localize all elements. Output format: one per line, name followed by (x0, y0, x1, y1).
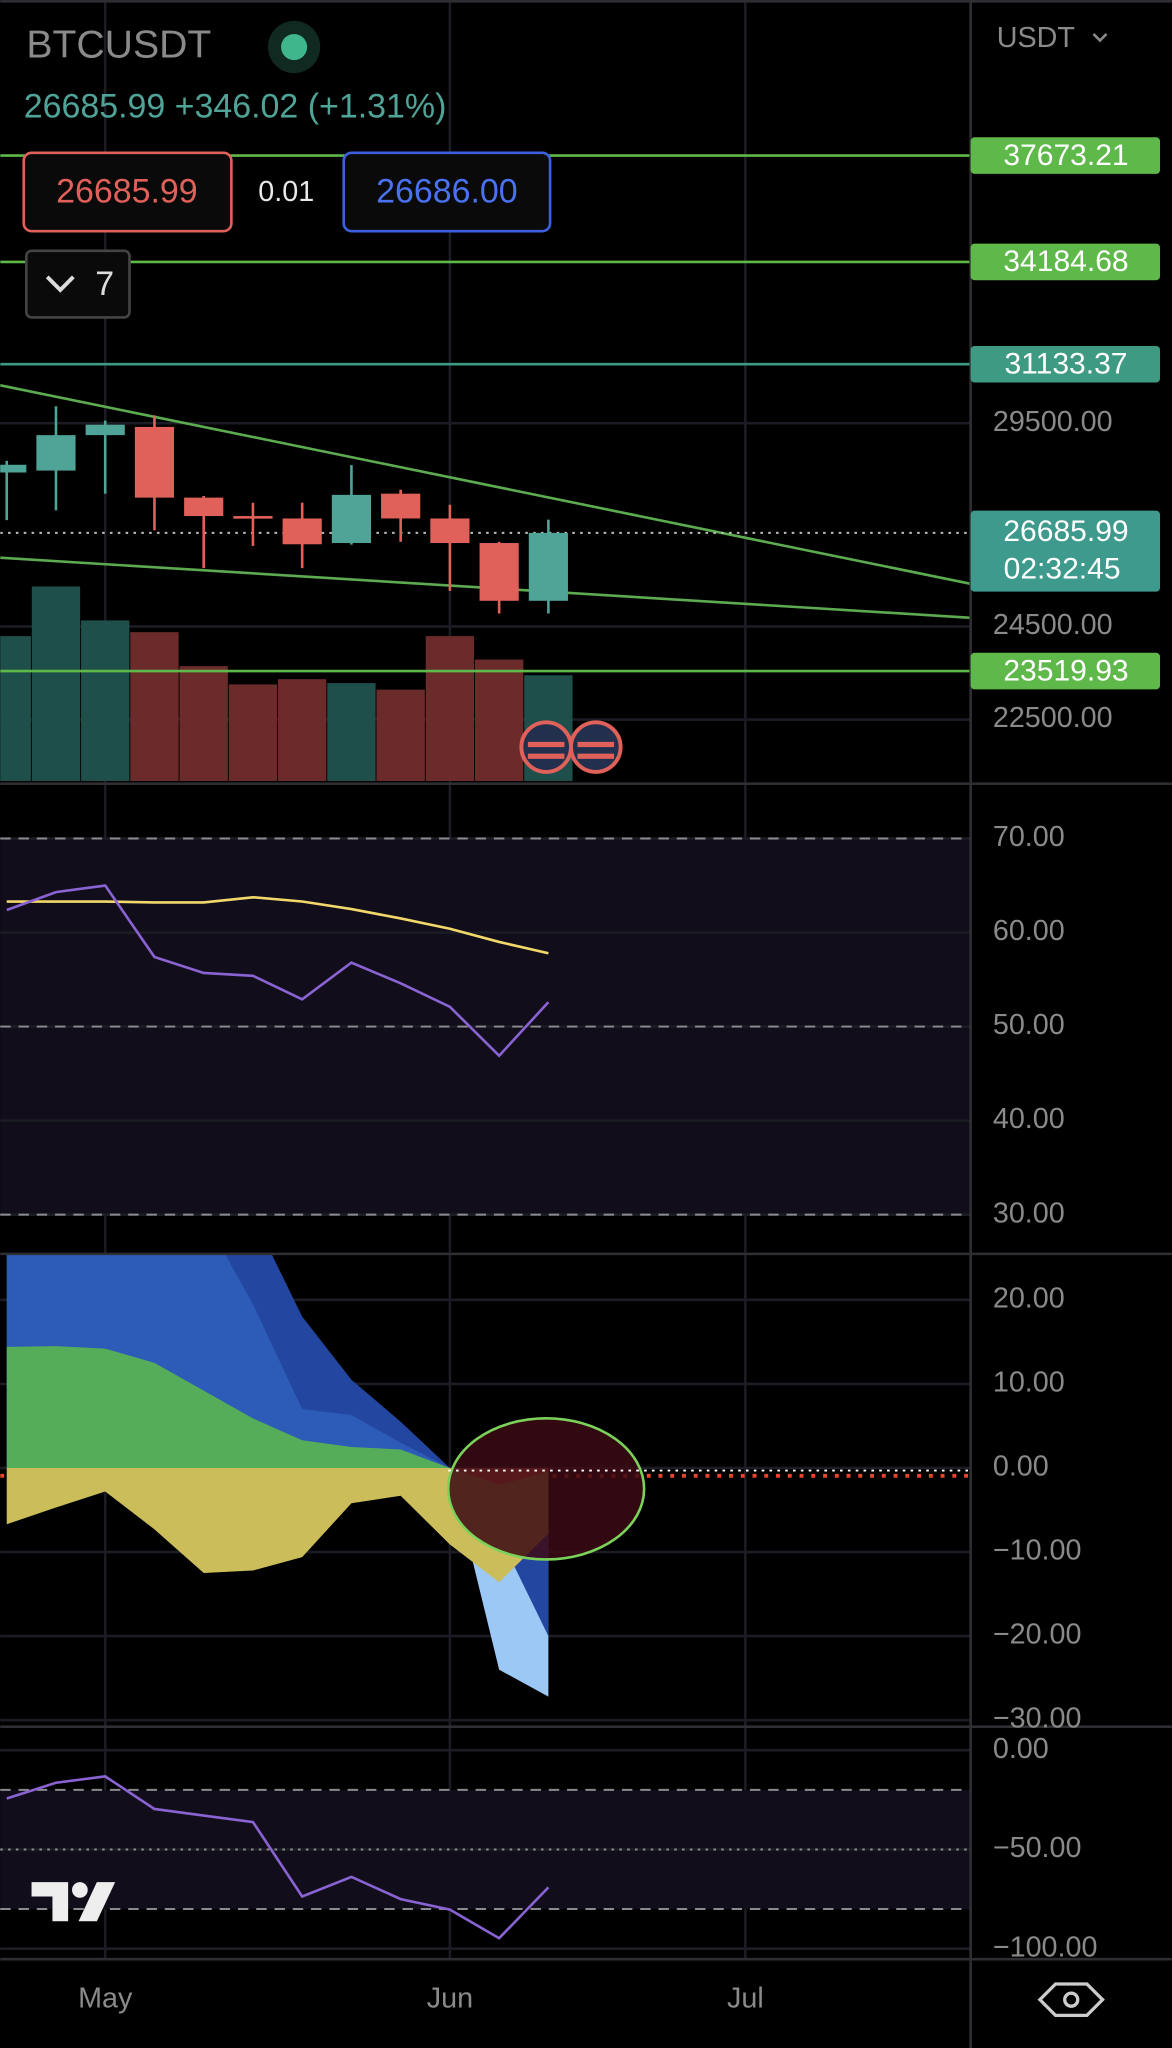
level-label-box (970, 137, 1161, 174)
countdown: 02:32:45 (1004, 553, 1121, 586)
chevron-icon (45, 275, 75, 293)
flag-stripe (527, 741, 565, 748)
level-label: 34184.68 (1003, 245, 1128, 278)
level-label: 31133.37 (1004, 347, 1127, 380)
volume-bar (81, 620, 130, 782)
candle-body (381, 493, 421, 519)
sell-button[interactable] (22, 151, 233, 233)
y-tick-label: −30.00 (993, 1703, 1082, 1735)
currency-chevron (1092, 33, 1108, 43)
logo-part (78, 1882, 116, 1922)
currency[interactable]: USDT (997, 22, 1075, 54)
y-tick-label: 40.00 (993, 1103, 1065, 1135)
y-tick-label: −10.00 (993, 1535, 1082, 1567)
y-tick-label: 22500.00 (993, 702, 1113, 734)
last-price-label: 26685.99 (1003, 515, 1128, 548)
logo-part (72, 1882, 88, 1898)
buy-button[interactable] (342, 151, 552, 233)
y-tick-label: 29500.00 (993, 406, 1113, 438)
panel (0, 1253, 971, 1697)
event-flags[interactable] (519, 720, 623, 774)
buy-price: 26686.00 (376, 172, 518, 210)
flag-stripe (577, 741, 615, 748)
last-price-box (970, 510, 1161, 592)
volume-bar (31, 586, 81, 782)
tradingview-logo (31, 1882, 116, 1922)
x-tick-label: Jul (727, 1982, 764, 2014)
header: BTCUSDT 26685.99 +346.02 (+1.31%) 26685.… (22, 20, 1108, 2017)
candle-body (134, 426, 175, 498)
y-tick-label: 60.00 (993, 915, 1065, 947)
volume-bar (130, 632, 179, 782)
volume-bar (0, 636, 31, 782)
y-tick-label: −50.00 (993, 1832, 1082, 1864)
y-tick-label: 70.00 (993, 821, 1065, 853)
y-tick-label: 10.00 (993, 1367, 1065, 1399)
indicator-area (6, 1467, 549, 1583)
x-tick-label: May (78, 1982, 133, 2014)
candle-body (528, 532, 568, 601)
volume-bar (228, 684, 278, 782)
level-label-box (970, 243, 1161, 281)
indicator-line (6, 884, 550, 1058)
indicators-toggle[interactable] (25, 249, 131, 319)
y-tick-label: 24500.00 (993, 609, 1113, 641)
y-tick-label: −20.00 (993, 1619, 1082, 1651)
x-tick-label: Jun (427, 1982, 473, 2014)
y-tick-label: 0.00 (993, 1451, 1049, 1483)
candle-body (233, 516, 273, 519)
y-tick-label: 50.00 (993, 1009, 1065, 1041)
panel (0, 154, 971, 782)
volume-bar (179, 666, 228, 782)
plot (0, 154, 971, 1940)
logo-part (31, 1882, 69, 1922)
candle-body (331, 494, 372, 544)
flag-stripe (527, 753, 565, 759)
y-tick-label: 20.00 (993, 1282, 1065, 1314)
candle-body (282, 518, 322, 545)
level-label: 37673.21 (1003, 139, 1128, 172)
candle-body (36, 435, 76, 471)
level-label-box (970, 345, 1161, 383)
indicator-area (6, 1346, 450, 1468)
volume-bar (327, 683, 376, 782)
symbol: BTCUSDT (26, 23, 211, 66)
settings-icon-core (1063, 1991, 1080, 2008)
panel (6, 884, 550, 1058)
settings-icon[interactable] (1037, 1982, 1105, 2017)
volume-bar (425, 636, 475, 782)
candle-body (85, 424, 125, 436)
candle-body (184, 497, 224, 517)
indicator-line (6, 895, 549, 955)
volume-bar (474, 659, 524, 782)
trend-line (0, 384, 971, 586)
flag-stripe (577, 753, 615, 759)
y-tick-label: 0.00 (993, 1733, 1049, 1765)
spread: 0.01 (258, 176, 314, 208)
indicator-line (6, 1775, 550, 1940)
panel (6, 1775, 550, 1940)
volume-bar (278, 679, 327, 782)
level-label-box (970, 652, 1161, 690)
y-tick-label: −100.00 (993, 1931, 1098, 1963)
volume-bar (376, 689, 425, 782)
annotation-ellipse (446, 1417, 646, 1561)
y-tick-label: 30.00 (993, 1197, 1065, 1229)
candle-body (430, 518, 470, 544)
level-label: 23519.93 (1003, 654, 1128, 687)
status-dot (281, 33, 308, 61)
candle-body (0, 464, 27, 473)
indicator-count: 7 (95, 265, 114, 303)
settings-button[interactable] (1037, 1982, 1105, 2017)
sell-price: 26685.99 (56, 172, 198, 210)
candle-body (479, 543, 519, 601)
price-line: 26685.99 +346.02 (+1.31%) (24, 87, 447, 125)
